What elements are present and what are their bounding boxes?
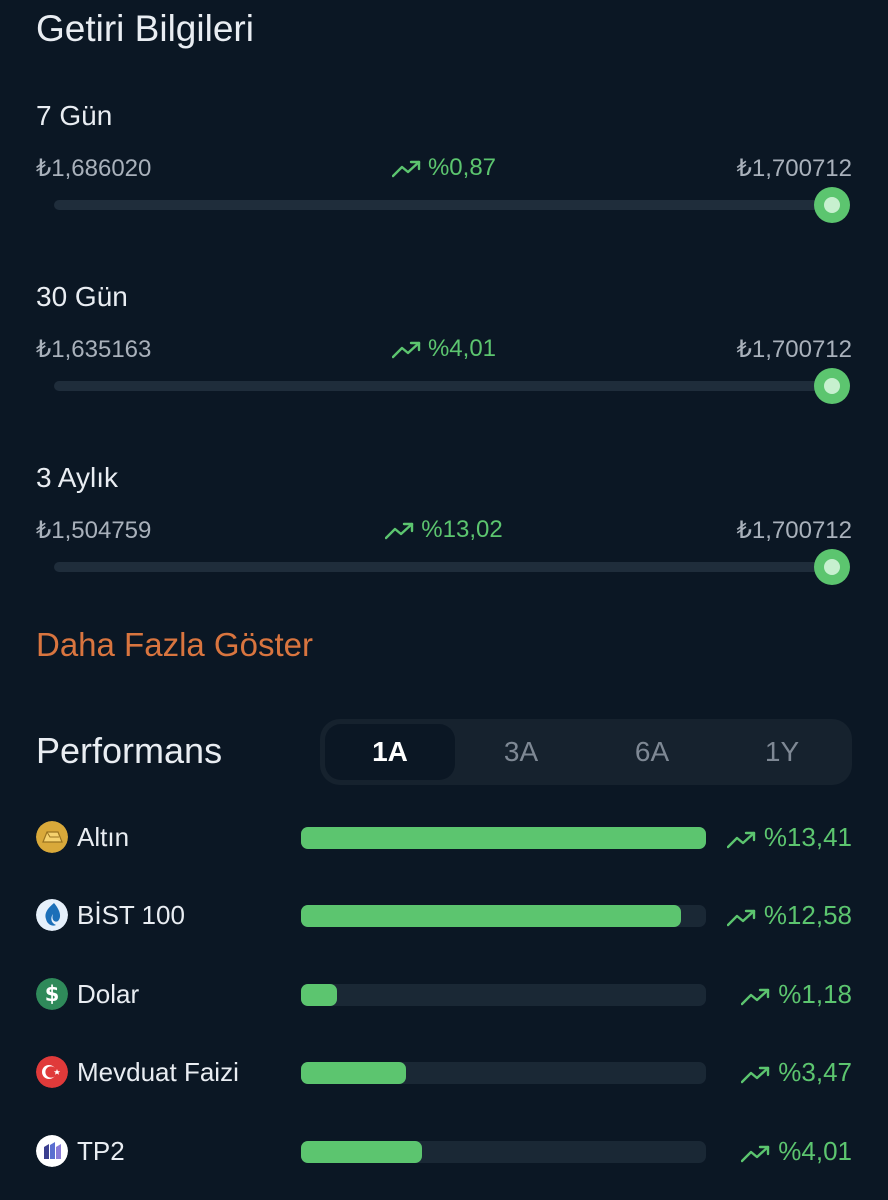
- trend-up-icon: [726, 831, 756, 849]
- change-percent: %0,87: [36, 154, 852, 182]
- period-price-row: ₺1,635163 %4,01 ₺1,700712: [36, 335, 852, 367]
- performance-change: %1,18: [741, 979, 852, 1010]
- period-price-row: ₺1,686020 %0,87 ₺1,700712: [36, 154, 852, 186]
- svg-text:$: $: [45, 982, 60, 1006]
- dollar-icon: $: [36, 978, 68, 1010]
- end-price: ₺1,700712: [736, 155, 852, 182]
- performance-change: %13,41: [726, 822, 852, 853]
- show-more-link[interactable]: Daha Fazla Göster: [36, 626, 313, 663]
- performance-bar: [301, 1141, 422, 1163]
- change-percent: %13,02: [36, 516, 852, 544]
- performance-bar-track: [301, 905, 706, 927]
- change-value: %1,18: [778, 979, 852, 1009]
- range-track: [54, 200, 832, 210]
- period-3-aylik: 3 Aylık ₺1,504759 %13,02 ₺1,700712: [36, 462, 852, 592]
- period-30-gun: 30 Gün ₺1,635163 %4,01 ₺1,700712: [36, 281, 852, 411]
- start-price: ₺1,504759: [36, 517, 152, 544]
- performance-title: Performans: [36, 730, 223, 771]
- turkey-flag-icon: [36, 1056, 68, 1088]
- period-label: 7 Gün: [36, 100, 113, 131]
- performance-change: %12,58: [726, 900, 852, 931]
- trend-up-icon: [741, 988, 770, 1006]
- performance-bar-track: [301, 984, 706, 1006]
- asset-name: BİST 100: [77, 900, 185, 930]
- change-value: %0,87: [427, 154, 497, 181]
- asset-name: Mevduat Faizi: [77, 1057, 239, 1087]
- range-knob[interactable]: [814, 549, 850, 585]
- bist-icon: [36, 899, 68, 931]
- range-knob[interactable]: [814, 187, 850, 223]
- performance-row-altin: Altın %13,41: [36, 818, 852, 858]
- trend-up-icon: [726, 909, 756, 927]
- range-track: [54, 381, 832, 391]
- performance-bar-track: [301, 1141, 706, 1163]
- performance-row-bist-100: BİST 100 %12,58: [36, 896, 852, 936]
- change-value: %13,02: [421, 516, 503, 543]
- range-track: [54, 562, 832, 572]
- tab-6a[interactable]: 6A: [634, 736, 670, 767]
- performance-row-dolar: $ Dolar %1,18: [36, 975, 852, 1015]
- performance-bar: [301, 905, 681, 927]
- performance-bar: [301, 1062, 406, 1084]
- change-value: %4,01: [427, 335, 497, 362]
- asset-name: Altın: [77, 822, 130, 852]
- trend-up-icon: [391, 160, 421, 178]
- end-price: ₺1,700712: [736, 336, 852, 363]
- period-7-gun: 7 Gün ₺1,686020 %0,87 ₺1,700712: [36, 100, 852, 230]
- performance-change: %4,01: [741, 1136, 852, 1167]
- trend-up-icon: [391, 341, 421, 359]
- change-value: %12,58: [763, 900, 852, 930]
- gold-icon: [36, 821, 68, 853]
- performance-change: %3,47: [741, 1057, 852, 1088]
- range-knob[interactable]: [814, 368, 850, 404]
- change-percent: %4,01: [36, 335, 852, 363]
- performance-bar: [301, 984, 337, 1006]
- asset-name: TP2: [77, 1136, 125, 1166]
- tp2-icon: [36, 1135, 68, 1167]
- period-label: 3 Aylık: [36, 462, 118, 493]
- trend-up-icon: [741, 1066, 770, 1084]
- asset-name: Dolar: [77, 979, 140, 1009]
- performance-bar-track: [301, 827, 706, 849]
- change-value: %13,41: [763, 822, 852, 852]
- period-label: 30 Gün: [36, 281, 128, 312]
- period-price-row: ₺1,504759 %13,02 ₺1,700712: [36, 516, 852, 548]
- start-price: ₺1,635163: [36, 336, 152, 363]
- change-value: %4,01: [778, 1136, 852, 1166]
- change-value: %3,47: [778, 1057, 852, 1087]
- tab-1a[interactable]: 1A: [325, 724, 455, 780]
- tab-3a[interactable]: 3A: [503, 736, 539, 767]
- page-title: Getiri Bilgileri: [36, 8, 254, 49]
- performance-bar: [301, 827, 706, 849]
- period-tabs: 1A 3A 6A 1Y: [320, 719, 852, 785]
- end-price: ₺1,700712: [736, 517, 852, 544]
- trend-up-icon: [741, 1145, 770, 1163]
- performance-row-tp2: TP2 %4,01: [36, 1132, 852, 1172]
- performance-row-mevduat-faizi: Mevduat Faizi %3,47: [36, 1053, 852, 1093]
- tab-1y[interactable]: 1Y: [764, 736, 800, 767]
- trend-up-icon: [385, 522, 414, 540]
- performance-bar-track: [301, 1062, 706, 1084]
- start-price: ₺1,686020: [36, 155, 152, 182]
